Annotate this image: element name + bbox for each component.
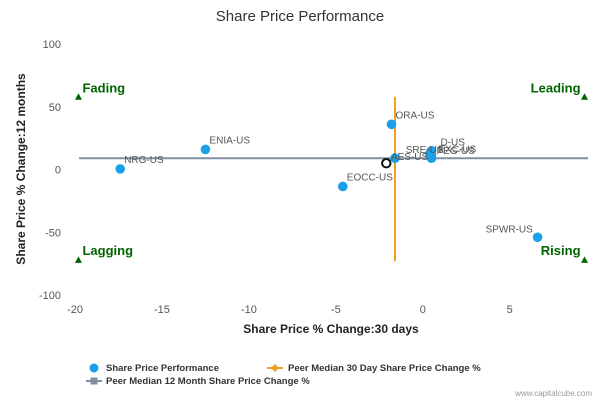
data-point-label: ORA-US (395, 110, 434, 121)
legend-label-performance: Share Price Performance (106, 363, 219, 374)
quadrant-labels: Fading Leading Lagging Rising (74, 81, 589, 263)
legend-label-12-month-median: Peer Median 12 Month Share Price Change … (106, 376, 310, 387)
data-points (115, 119, 543, 243)
chart-title: Share Price Performance (216, 8, 384, 25)
data-point-label: D-US (440, 138, 465, 149)
quadrant-marker (74, 93, 82, 100)
data-point (426, 149, 437, 160)
x-tick-label: -15 (154, 304, 170, 316)
data-point-label: SPWR-US (486, 224, 534, 235)
x-axis-title: Share Price % Change:30 days (243, 322, 419, 336)
legend-marker-30-day-median (271, 364, 279, 372)
y-tick-label: -50 (45, 227, 61, 239)
data-point-label: EOCC-US (347, 172, 393, 183)
x-tick-label: -5 (331, 304, 341, 316)
legend[interactable]: Share Price Performance Peer Median 30 D… (86, 363, 481, 387)
x-tick-label: 0 (420, 304, 426, 316)
y-tick-label: 0 (55, 165, 61, 177)
x-tick-label: -10 (241, 304, 257, 316)
legend-item-performance[interactable]: Share Price Performance (89, 363, 220, 374)
quadrant-marker (74, 256, 82, 263)
legend-item-30-day-median[interactable]: Peer Median 30 Day Share Price Change % (267, 363, 481, 374)
x-tick-label: -20 (67, 304, 83, 316)
data-point-labels: NRG-US ENIA-US EOCC-US ORA-US SPWR-US AES-USS… (124, 110, 533, 235)
credit-text: www.capitalcube.com (514, 389, 592, 398)
y-axis: -100 -50 0 50 100 (39, 39, 61, 302)
quadrant-label: Leading (531, 81, 581, 96)
quadrant-marker (581, 93, 589, 100)
highlighted-company-marker (381, 158, 392, 169)
x-tick-label: 5 (507, 304, 513, 316)
data-point-label: SRE-US (406, 145, 444, 156)
data-point-label: ENIA-US (209, 135, 250, 146)
data-point (386, 119, 397, 130)
y-tick-label: -100 (39, 290, 61, 302)
data-point (115, 164, 126, 174)
quadrant-label: Fading (82, 81, 125, 96)
data-point-label: NRG-US (124, 155, 164, 166)
data-point (390, 153, 400, 164)
y-axis-title: Share Price % Change:12 months (14, 73, 28, 265)
y-tick-label: 50 (49, 102, 61, 114)
peer-median-lines (79, 96, 588, 262)
legend-item-12-month-median[interactable]: Peer Median 12 Month Share Price Change … (86, 376, 310, 387)
data-point-label: EXC-US (438, 144, 476, 155)
legend-marker-12-month-median (90, 377, 98, 385)
data-point-label: PEG-US (436, 146, 475, 157)
data-point (532, 232, 543, 243)
quadrant-label: Lagging (82, 243, 133, 258)
data-point (338, 181, 348, 192)
quadrant-label: Rising (541, 243, 581, 258)
quadrant-marker (581, 256, 589, 263)
x-axis: -20 -15 -10 -5 0 5 (67, 304, 513, 316)
data-point (200, 144, 211, 155)
legend-label-30-day-median: Peer Median 30 Day Share Price Change % (288, 363, 481, 374)
y-tick-label: 100 (43, 39, 61, 51)
legend-marker-performance (89, 363, 99, 373)
data-point-label: AES-US (391, 152, 429, 163)
